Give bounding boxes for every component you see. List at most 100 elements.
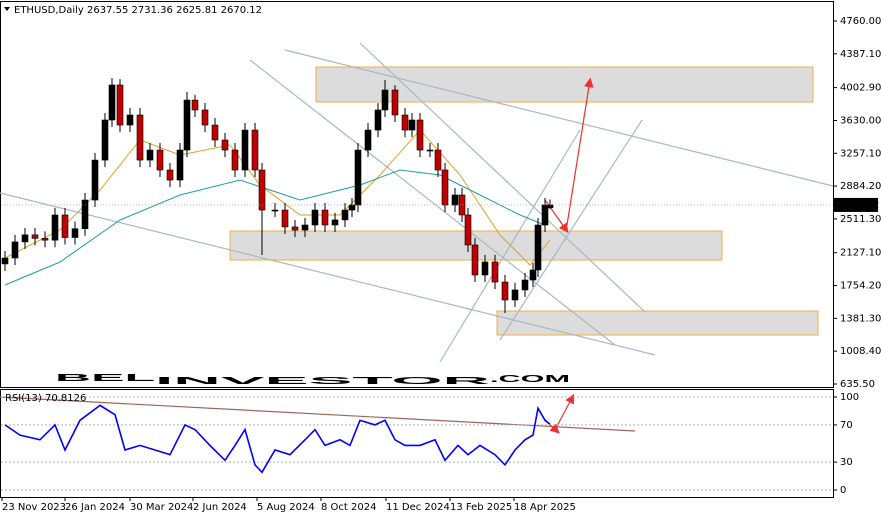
candle-body bbox=[21, 234, 29, 243]
candle-body bbox=[116, 84, 124, 126]
x-tick-label: 5 Aug 2024 bbox=[257, 502, 315, 513]
candle-body bbox=[281, 209, 289, 228]
rsi-header: RSI(13) 70.8126 bbox=[5, 393, 86, 404]
candle-body bbox=[451, 194, 459, 206]
candle-body bbox=[176, 149, 184, 181]
candle-body bbox=[426, 149, 434, 152]
candle-body bbox=[381, 89, 389, 111]
x-tick-label: 2 Jun 2024 bbox=[193, 502, 247, 513]
candle-body bbox=[354, 149, 362, 206]
candle-body bbox=[11, 241, 19, 259]
candle-body bbox=[441, 169, 449, 206]
candle-body bbox=[51, 214, 59, 241]
header: ETHUSD,Daily 2637.55 2731.36 2625.81 267… bbox=[14, 5, 262, 16]
candle-body bbox=[331, 219, 339, 226]
marks: 4760.00 4387.10 4002.90 3630.00 3257.10 2884.… bbox=[1, 16, 881, 513]
x-tick-label: 8 Oct 2024 bbox=[321, 502, 376, 513]
y-tick-label: 4760.00 bbox=[840, 16, 881, 27]
x-tick-label: 30 Mar 2024 bbox=[130, 502, 193, 513]
trendline bbox=[499, 119, 643, 341]
candle-body bbox=[301, 224, 309, 231]
y-tick-label: 70 bbox=[840, 420, 853, 431]
candle-body bbox=[408, 119, 416, 131]
candle-body bbox=[61, 214, 69, 238]
trendline bbox=[0, 192, 656, 356]
candle-body bbox=[271, 209, 279, 212]
candle-body bbox=[471, 244, 479, 276]
price-tag-label: 2670.12 bbox=[838, 200, 879, 211]
candle-body bbox=[311, 209, 319, 226]
open: 2637.55 bbox=[87, 5, 128, 16]
x-tick-label: 13 Feb 2025 bbox=[450, 502, 512, 513]
candle-body bbox=[401, 114, 409, 131]
candle-body bbox=[166, 169, 174, 181]
high: 2731.36 bbox=[132, 5, 173, 16]
rsi-pane bbox=[0, 389, 834, 498]
menu-arrow[interactable] bbox=[4, 7, 10, 11]
candle-body bbox=[71, 228, 79, 238]
y-tick-label: 3257.10 bbox=[840, 148, 881, 159]
candle-body bbox=[491, 261, 499, 283]
candle-body bbox=[529, 269, 537, 281]
candle-body bbox=[91, 159, 99, 201]
candle-body bbox=[391, 89, 399, 116]
candle-body bbox=[416, 119, 424, 151]
candle-body bbox=[434, 149, 442, 171]
candle-body bbox=[211, 124, 219, 141]
moving-average bbox=[4, 169, 546, 286]
x-tick-label: 11 Dec 2024 bbox=[386, 502, 450, 513]
trendline bbox=[359, 42, 646, 313]
candle-body bbox=[221, 139, 229, 151]
y-tick-label: 0 bbox=[840, 485, 846, 496]
candle-body bbox=[251, 129, 259, 171]
rsi-line bbox=[4, 404, 551, 474]
trendline bbox=[249, 59, 616, 346]
candle-body bbox=[348, 204, 356, 211]
candle-body bbox=[108, 84, 116, 121]
y-tick-label: 2884.20 bbox=[840, 181, 881, 192]
candle-body bbox=[136, 114, 144, 161]
y-tick-label: 3630.00 bbox=[840, 115, 881, 126]
y-tick-label: 2511.30 bbox=[840, 214, 881, 225]
y-tick-label: 100 bbox=[840, 392, 859, 403]
candle-body bbox=[501, 281, 509, 301]
candle-body bbox=[201, 109, 209, 126]
zone bbox=[315, 66, 814, 103]
y-tick-label: 2127.10 bbox=[840, 248, 881, 259]
candle-body bbox=[521, 279, 529, 291]
arrow bbox=[566, 77, 594, 226]
candle-body bbox=[146, 149, 154, 161]
candle-body bbox=[183, 99, 191, 151]
candle-body bbox=[191, 99, 199, 111]
candle-body bbox=[374, 109, 382, 131]
candle-body bbox=[156, 149, 164, 171]
candle-body bbox=[481, 261, 489, 276]
watermark: INVESTOR bbox=[155, 376, 495, 387]
y-tick-label: 635.50 bbox=[840, 379, 875, 390]
y-tick-label: 1381.30 bbox=[840, 313, 881, 324]
x-tick-label: 23 Nov 2023 bbox=[2, 502, 66, 513]
close: 2670.12 bbox=[221, 5, 262, 16]
candle-body bbox=[101, 119, 109, 161]
rsi-value: 70.8126 bbox=[45, 393, 86, 404]
trendline bbox=[439, 129, 581, 363]
candle-body bbox=[534, 224, 542, 271]
y-tick-label: 30 bbox=[840, 457, 853, 468]
rsi-label: RSI(13) bbox=[5, 393, 42, 404]
candle-body bbox=[258, 169, 266, 211]
candle-body bbox=[546, 204, 554, 209]
trendlines bbox=[0, 42, 834, 363]
candle-body bbox=[511, 289, 519, 301]
candle-body bbox=[291, 226, 299, 231]
symbol: ETHUSD,Daily bbox=[14, 5, 84, 16]
low: 2625.81 bbox=[176, 5, 217, 16]
candle-body bbox=[231, 149, 239, 171]
candle-body bbox=[241, 129, 249, 171]
arrow bbox=[555, 393, 575, 429]
candle-body bbox=[31, 234, 39, 239]
price-pane bbox=[0, 1, 834, 388]
y-tick-label: 1754.20 bbox=[840, 281, 881, 292]
moving-average bbox=[4, 129, 551, 266]
